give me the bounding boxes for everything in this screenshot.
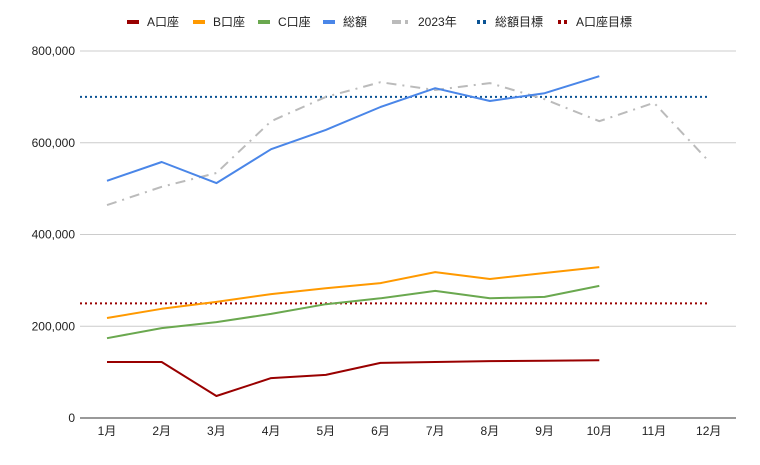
x-tick-label: 5月 [316, 424, 335, 438]
legend-item: 総額 [323, 15, 367, 29]
x-axis: 1月 2月 3月 4月 5月 6月 7月 8月 9月 10月 11月 12月 [98, 424, 722, 438]
y-tick-label: 400,000 [32, 228, 76, 242]
legend-label: 総額 [343, 15, 367, 29]
y-tick-label: 0 [68, 411, 75, 425]
legend-label: C口座 [278, 14, 311, 29]
series-lines [80, 75, 710, 397]
y-axis: 0 200,000 400,000 600,000 800,000 [32, 44, 76, 425]
legend-item: B口座 [193, 14, 245, 29]
legend: A口座 B口座 C口座 総額 2023年 総額目標 A口座目標 [127, 14, 632, 29]
legend-label: 総額目標 [495, 15, 543, 29]
x-tick-label: 10月 [587, 424, 612, 438]
series-line-3 [106, 75, 600, 185]
y-tick-label: 600,000 [32, 136, 76, 150]
legend-item: A口座目標 [558, 14, 632, 29]
x-tick-label: 1月 [98, 424, 117, 438]
x-tick-label: 11月 [642, 424, 666, 438]
legend-label: A口座目標 [576, 14, 632, 29]
x-tick-label: 3月 [207, 424, 226, 438]
x-tick-label: 4月 [262, 424, 281, 438]
series-line-2 [106, 284, 600, 340]
legend-item: C口座 [258, 14, 311, 29]
series-line-1 [106, 266, 600, 319]
x-tick-label: 12月 [696, 424, 721, 438]
y-tick-label: 200,000 [32, 319, 76, 333]
y-tick-label: 800,000 [32, 44, 76, 58]
x-tick-label: 6月 [371, 424, 390, 438]
legend-label: A口座 [147, 14, 179, 29]
legend-label: B口座 [213, 14, 245, 29]
legend-item: 総額目標 [477, 15, 543, 29]
legend-label: 2023年 [418, 15, 457, 29]
series-line-4 [106, 81, 710, 207]
x-tick-label: 2月 [152, 424, 171, 438]
x-tick-label: 9月 [535, 424, 554, 438]
legend-item: 2023年 [392, 15, 457, 29]
x-tick-label: 8月 [481, 424, 500, 438]
x-tick-label: 7月 [426, 424, 445, 438]
series-line-0 [107, 359, 600, 397]
legend-item: A口座 [127, 14, 179, 29]
gridlines [80, 50, 736, 419]
